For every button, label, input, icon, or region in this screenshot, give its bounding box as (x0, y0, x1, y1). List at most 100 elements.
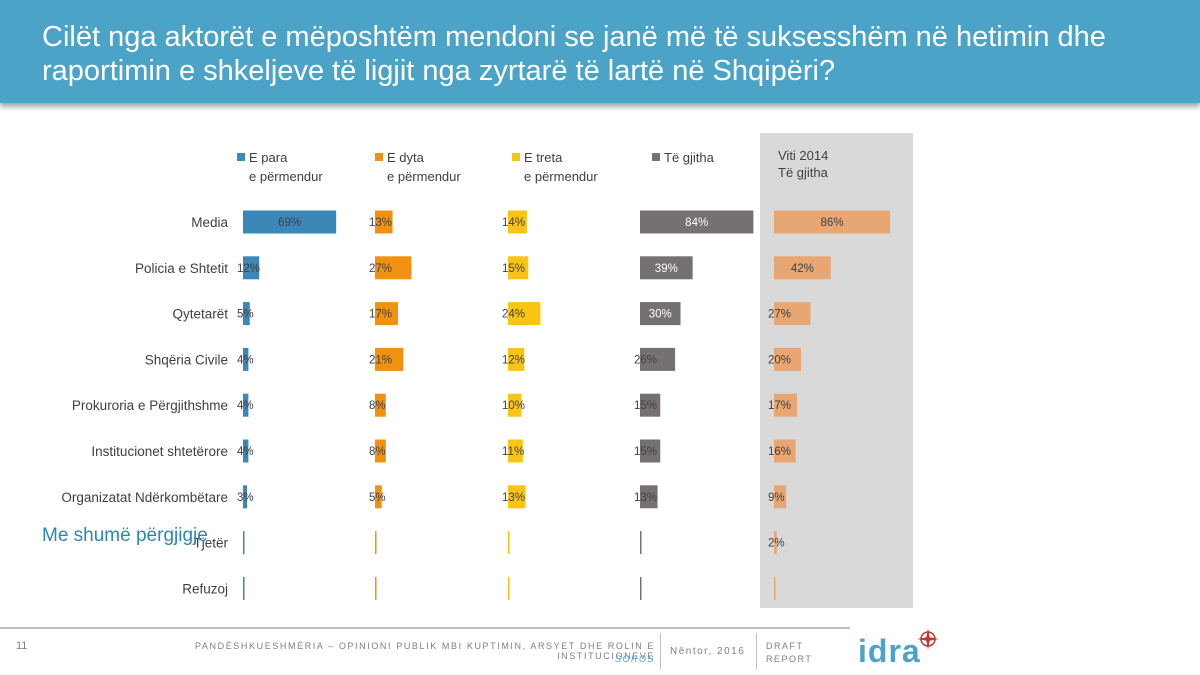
bar-value-label: 69% (278, 217, 301, 229)
bar-value-label: 4% (237, 446, 254, 458)
bar (774, 393, 797, 417)
bar (243, 439, 249, 463)
bar-value-label: 21% (369, 354, 392, 366)
bar (375, 210, 393, 234)
report-line: REPORT (766, 654, 813, 664)
category-label: Qytetarët (172, 307, 228, 322)
bar-value-label: 15% (634, 446, 657, 458)
legend-label: Të gjitha (778, 165, 829, 180)
category-label: Shqëria Civile (145, 352, 228, 367)
category-label: Refuzoj (182, 581, 228, 596)
legend-label: E para (249, 150, 288, 165)
bar-value-label: 4% (237, 354, 254, 366)
bar (508, 485, 526, 509)
bar-value-label: 16% (768, 446, 791, 458)
bar-value-label: 39% (655, 263, 678, 275)
bar-value-label: 20% (768, 354, 791, 366)
bar (243, 210, 337, 234)
bar-value-label: 42% (791, 263, 814, 275)
bar-value-label: 11% (502, 446, 524, 458)
bar-value-label: 4% (237, 400, 254, 412)
page-number: 11 (16, 640, 28, 652)
bar (508, 531, 510, 555)
bar (774, 439, 796, 463)
footer-separator (660, 633, 661, 669)
bar (640, 302, 681, 326)
category-label: Media (191, 215, 228, 230)
bar-value-label: 15% (502, 263, 525, 275)
bar-value-label: 9% (768, 492, 785, 504)
bar (375, 531, 377, 555)
bar-value-label: 12% (237, 263, 260, 275)
legend-label: e përmendur (387, 169, 461, 184)
footer-date: Nëntor, 2016 (670, 646, 746, 657)
bar (508, 210, 527, 234)
legend-swatch (512, 153, 520, 161)
bar-value-label: 3% (237, 492, 254, 504)
bar (508, 439, 523, 463)
bar (375, 347, 404, 371)
bar-value-label: 26% (634, 354, 657, 366)
bar (243, 302, 250, 326)
bar-value-label: 14% (502, 217, 525, 229)
bar-value-label: 27% (768, 309, 791, 321)
bar-value-label: 8% (369, 400, 386, 412)
bar-value-label: 8% (369, 446, 386, 458)
compass-icon (917, 628, 939, 650)
bar-value-label: 5% (237, 309, 254, 321)
bar (508, 302, 541, 326)
bar (243, 576, 245, 600)
bar-value-label: 13% (502, 492, 525, 504)
bar (640, 210, 754, 234)
bar (640, 576, 642, 600)
header-banner: Cilët nga aktorët e mëposhtëm mendoni se… (0, 0, 1200, 103)
bar-value-label: 30% (649, 309, 672, 321)
category-label: Organizatat Ndërkombëtare (61, 490, 228, 505)
bar-value-label: 13% (369, 217, 392, 229)
bar-value-label: 27% (369, 263, 392, 275)
multiple-answers-note: Me shumë përgjigje (42, 525, 208, 546)
page-title: Cilët nga aktorët e mëposhtëm mendoni se… (42, 21, 1106, 87)
legend-swatch (237, 153, 245, 161)
legend-label: e përmendur (249, 169, 323, 184)
bar-value-label: 17% (369, 309, 392, 321)
bar (375, 393, 386, 417)
bar-value-label: 86% (821, 217, 844, 229)
footer-divider (0, 627, 850, 629)
legend-swatch (375, 153, 383, 161)
bar (774, 256, 831, 280)
bar (774, 531, 777, 555)
bar (375, 576, 377, 600)
bar-value-label: 15% (634, 400, 657, 412)
bar-value-label: 5% (369, 492, 386, 504)
legend-label: Të gjitha (664, 150, 715, 165)
footer-sponsor: SOROS (614, 654, 655, 664)
bar (375, 485, 382, 509)
bar-value-label: 84% (685, 217, 708, 229)
bar-value-label: 17% (768, 400, 791, 412)
bar (774, 485, 787, 509)
bar (774, 576, 776, 600)
category-label: Institucionet shtetërore (91, 444, 228, 459)
bar (375, 439, 386, 463)
legend-label: E dyta (387, 150, 425, 165)
bar (375, 302, 398, 326)
bar (243, 256, 260, 280)
footer-separator (756, 633, 757, 669)
bar (375, 256, 412, 280)
bar (243, 393, 249, 417)
bar (508, 393, 522, 417)
category-label: Policia e Shtetit (135, 261, 228, 276)
bar (243, 347, 249, 371)
bar (774, 302, 811, 326)
bar-value-label: 10% (502, 400, 525, 412)
draft-line: DRAFT (766, 641, 804, 651)
category-label: Prokuroria e Përgjithshme (72, 398, 228, 413)
bar-value-label: 13% (634, 492, 657, 504)
bar (774, 210, 891, 234)
bar (640, 347, 676, 371)
bar (640, 439, 661, 463)
bar (640, 256, 693, 280)
bar (243, 485, 248, 509)
